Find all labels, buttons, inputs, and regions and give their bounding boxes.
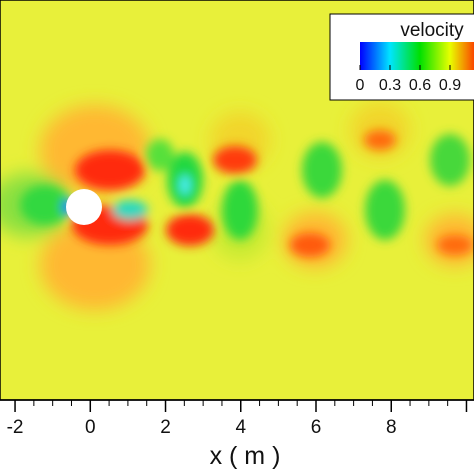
x-tick-label: -2: [7, 417, 24, 438]
vortex-red-1: [75, 150, 145, 190]
colorbar-legend: velocity 0 0.3 0.6 0.9: [329, 13, 474, 101]
colorbar-ramp: [360, 42, 474, 70]
vortex-green-3: [302, 142, 342, 198]
colorbar-tick-label: 0.3: [379, 77, 401, 94]
x-tick-label: 2: [160, 417, 171, 438]
vortex-red-6: [364, 130, 396, 150]
colorbar-tick-label: 0: [356, 77, 365, 94]
vortex-red-5: [290, 233, 330, 257]
wake-core-cyan: [180, 175, 190, 195]
vortex-green-4: [365, 180, 405, 240]
x-tick-label: 4: [235, 417, 246, 438]
vortex-green-6: [146, 139, 174, 171]
x-tick-label: 0: [85, 417, 96, 438]
x-tick-label: 8: [386, 417, 397, 438]
colorbar-ticks: 0 0.3 0.6 0.9: [356, 65, 461, 94]
upstream-green: [20, 185, 70, 225]
x-axis: -2 0 2 4 6 8: [0, 399, 474, 438]
vortex-green-5: [430, 134, 470, 186]
colorbar-title: velocity: [400, 20, 464, 41]
vortex-green-2: [222, 180, 258, 240]
vortex-red-3: [213, 146, 257, 174]
x-axis-title: x ( m ): [210, 442, 281, 470]
cylinder-obstacle: [66, 189, 102, 225]
x-tick-label: 6: [311, 417, 322, 438]
colorbar-tick-label: 0.6: [409, 77, 431, 94]
wake-vortices: [20, 130, 473, 257]
colorbar-tick-label: 0.9: [439, 77, 461, 94]
near-wake-cyan: [112, 200, 148, 220]
vortex-red-7: [437, 235, 473, 255]
vortex-red-4: [166, 214, 214, 246]
